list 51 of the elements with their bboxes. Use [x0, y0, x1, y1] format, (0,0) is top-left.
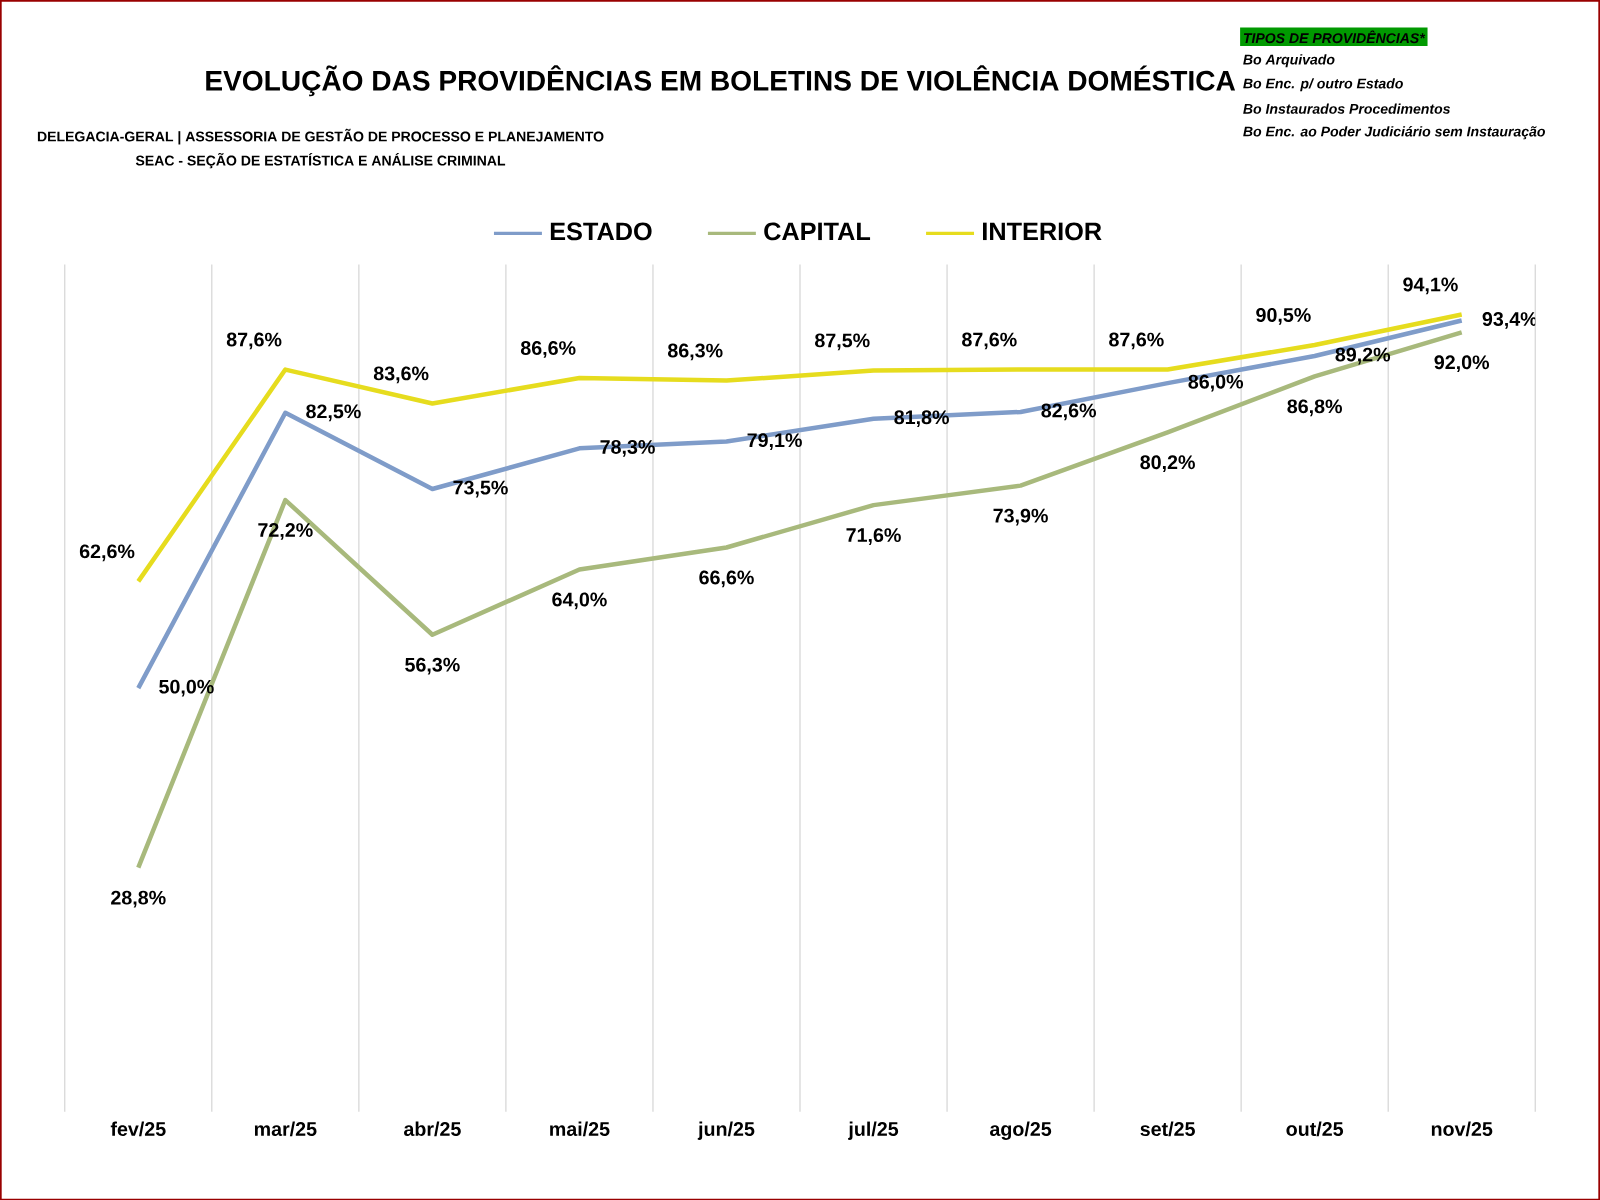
data-label: 87,6% — [226, 332, 282, 350]
data-label: 90,5% — [1256, 307, 1311, 325]
x-tick-label: jul/25 — [848, 1121, 899, 1140]
chart-title: EVOLUÇÃO DAS PROVIDÊNCIAS EM BOLETINS DE VIOLÊNCIA DOMÉSTICA — [206, 65, 1236, 97]
data-label: 87,6% — [1109, 332, 1164, 350]
text: Bo Enc. p/ outro Estado — [1243, 78, 1403, 92]
data-label: 80,2% — [1140, 455, 1195, 472]
text: SEAC - SEÇÃO DE ESTATÍSTICA E ANÁLISE CRIMINAL — [135, 152, 506, 169]
x-tick-label: mar/25 — [254, 1121, 317, 1137]
data-label: 79,1% — [747, 433, 802, 450]
legend-label: CAPITAL — [764, 222, 871, 241]
text: Bo Enc. ao Poder Judiciário sem Instauração — [1243, 125, 1546, 140]
x-tick-label: abr/25 — [404, 1121, 461, 1137]
data-label: 28,8% — [111, 890, 166, 908]
data-label: 64,0% — [552, 592, 607, 610]
data-label: 62,6% — [79, 544, 135, 561]
text: Bo Arquivado — [1243, 54, 1335, 68]
text: TIPOS DE PROVIDÊNCIAS* — [1243, 30, 1426, 43]
text: Bo Instaurados Procedimentos — [1243, 103, 1451, 114]
data-label: 56,3% — [405, 657, 460, 675]
data-label: 82,6% — [1041, 403, 1097, 421]
data-label: 89,2% — [1335, 347, 1391, 365]
data-label: 87,5% — [815, 333, 870, 351]
data-label: 86,0% — [1188, 374, 1244, 392]
data-label: 83,6% — [373, 366, 429, 384]
legend-label: INTERIOR — [983, 222, 1102, 241]
x-tick-label: set/25 — [1140, 1121, 1195, 1137]
x-tick-label: fev/25 — [110, 1121, 166, 1137]
data-label: 73,5% — [453, 480, 508, 498]
data-label: 82,5% — [306, 404, 361, 421]
data-label: 87,6% — [962, 332, 1017, 350]
x-tick-label: out/25 — [1286, 1121, 1344, 1137]
data-label: 66,6% — [699, 570, 754, 588]
data-label: 81,8% — [894, 410, 949, 427]
text: DELEGACIA-GERAL | ASSESSORIA DE GESTÃO DE PROCESSO E PLANEJAMENTO — [37, 128, 604, 145]
x-tick-label: ago/25 — [990, 1121, 1052, 1140]
x-tick-label: nov/25 — [1431, 1121, 1493, 1137]
data-label: 72,2% — [258, 522, 313, 540]
data-label: 73,9% — [993, 508, 1048, 526]
data-label: 94,1% — [1403, 277, 1458, 295]
data-label: 78,3% — [600, 439, 655, 457]
data-label: 71,6% — [846, 527, 901, 545]
data-label: 50,0% — [159, 679, 214, 697]
data-label: 86,6% — [520, 340, 576, 358]
data-label: 86,3% — [667, 343, 723, 361]
x-tick-label: jun/25 — [697, 1121, 755, 1140]
data-label: 93,4% — [1482, 311, 1538, 329]
x-tick-label: mai/25 — [550, 1121, 610, 1137]
legend-label: ESTADO — [550, 222, 652, 241]
data-label: 86,8% — [1287, 399, 1342, 416]
data-label: 92,0% — [1434, 355, 1490, 372]
